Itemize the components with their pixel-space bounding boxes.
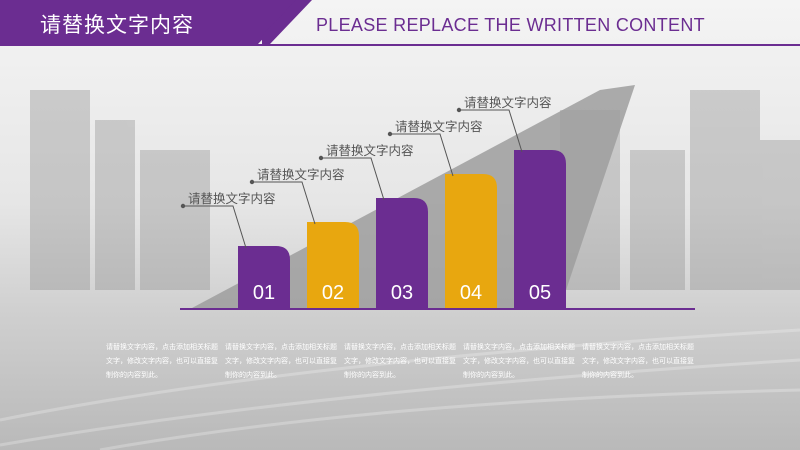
callout-dot-01 bbox=[180, 203, 186, 209]
step-number-04: 04 bbox=[460, 282, 482, 304]
callout-label-03: 请替换文字内容 bbox=[326, 143, 414, 158]
step-number-03: 03 bbox=[391, 282, 413, 304]
page-title: 请替换文字内容 bbox=[40, 13, 194, 37]
step-description-03: 请替换文字内容，点击添加相关标题文字，修改文字内容，也可以直接复制你的内容到此。 bbox=[344, 343, 456, 379]
callout-dot-02 bbox=[249, 179, 255, 185]
step-bar-01 bbox=[238, 246, 290, 308]
callout-label-05: 请替换文字内容 bbox=[464, 95, 552, 110]
callout-label-04: 请替换文字内容 bbox=[395, 119, 483, 134]
header-divider bbox=[0, 44, 800, 46]
callout-line-05 bbox=[459, 109, 523, 153]
step-bar-04 bbox=[445, 174, 497, 308]
callout-line-02 bbox=[252, 181, 316, 225]
step-description-02: 请替换文字内容，点击添加相关标题文字，修改文字内容，也可以直接复制你的内容到此。 bbox=[225, 343, 337, 379]
step-bar-03 bbox=[376, 198, 428, 308]
callout-dot-03 bbox=[318, 155, 324, 161]
page-subtitle: PLEASE REPLACE THE WRITTEN CONTENT bbox=[316, 15, 705, 35]
callout-label-01: 请替换文字内容 bbox=[188, 191, 276, 206]
callout-dot-04 bbox=[387, 131, 393, 137]
callout-line-03 bbox=[321, 157, 385, 201]
title-band bbox=[0, 0, 300, 44]
step-number-02: 02 bbox=[322, 282, 344, 304]
callout-line-01 bbox=[183, 205, 247, 249]
callout-dot-05 bbox=[456, 107, 462, 113]
step-number-05: 05 bbox=[529, 282, 551, 304]
step-description-05: 请替换文字内容，点击添加相关标题文字，修改文字内容，也可以直接复制你的内容到此。 bbox=[582, 343, 694, 379]
step-bar-05 bbox=[514, 150, 566, 308]
step-number-01: 01 bbox=[253, 282, 275, 304]
callout-label-02: 请替换文字内容 bbox=[257, 167, 345, 182]
step-description-01: 请替换文字内容，点击添加相关标题文字，修改文字内容，也可以直接复制你的内容到此。 bbox=[106, 343, 218, 379]
callout-line-04 bbox=[390, 133, 454, 177]
step-description-04: 请替换文字内容，点击添加相关标题文字，修改文字内容，也可以直接复制你的内容到此。 bbox=[463, 343, 575, 379]
step-bar-02 bbox=[307, 222, 359, 308]
